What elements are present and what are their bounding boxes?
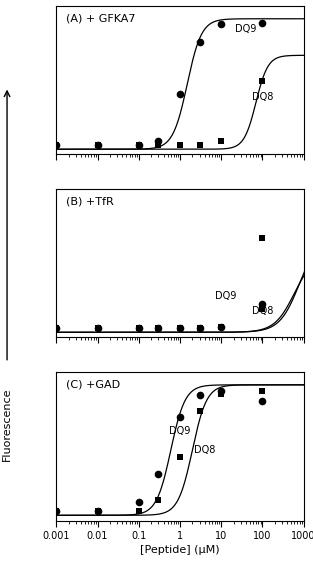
Text: (A) + GFKA7: (A) + GFKA7 <box>66 13 136 23</box>
Text: (B) +TfR: (B) +TfR <box>66 196 114 206</box>
Text: DQ9: DQ9 <box>235 24 257 34</box>
Text: DQ9: DQ9 <box>215 291 236 301</box>
Text: DQ8: DQ8 <box>194 445 215 455</box>
Text: (C) +GAD: (C) +GAD <box>66 379 121 389</box>
Text: Fluorescence: Fluorescence <box>2 388 12 461</box>
X-axis label: [Peptide] (μM): [Peptide] (μM) <box>140 545 220 555</box>
Text: DQ9: DQ9 <box>169 426 191 435</box>
Text: DQ8: DQ8 <box>252 92 273 102</box>
Text: DQ8: DQ8 <box>252 307 273 316</box>
